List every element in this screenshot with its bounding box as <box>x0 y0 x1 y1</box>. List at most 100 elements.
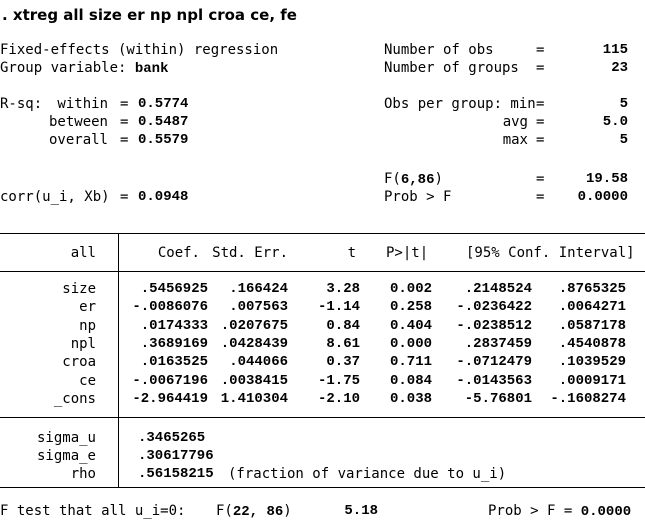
col-se-header: Std. Err. <box>212 245 288 261</box>
f-prefix: F( <box>384 171 401 187</box>
nobs-label: Number of obs <box>384 42 494 58</box>
row-ci-upper: .8765325 <box>558 281 626 297</box>
col-ci-header: [95% Conf. Interval] <box>466 245 635 261</box>
row-t: 0.37 <box>326 354 360 371</box>
row-t: -1.14 <box>317 299 360 316</box>
row-varname: size <box>62 281 96 297</box>
row-se: .007563 <box>229 299 288 316</box>
rsq-overall-label: overall <box>48 132 108 148</box>
corr-label: corr(u_i, Xb) <box>0 189 110 205</box>
row-coef: -.0067196 <box>132 372 208 389</box>
row-se: .166424 <box>229 281 288 297</box>
row-p: 0.084 <box>389 372 432 389</box>
ngroups-label: Number of groups <box>384 60 519 76</box>
obs-max-label: max <box>502 132 528 148</box>
row-ci-lower: -.0238512 <box>456 317 532 334</box>
row-t: -1.75 <box>317 372 360 389</box>
row-t: 0.84 <box>326 317 360 334</box>
sigma-u-label: sigma_u <box>36 430 96 446</box>
ftest-df: 22, 86 <box>232 504 284 520</box>
row-se: 1.410304 <box>220 390 288 407</box>
ftest-label: F test that all u_i=0: <box>0 503 186 519</box>
ngroups-value: 23 <box>611 60 628 76</box>
row-t: 3.28 <box>326 281 360 297</box>
rsq-label: R-sq: <box>0 96 43 112</box>
row-ci-upper: -.1608274 <box>550 390 626 407</box>
row-ci-lower: .2148524 <box>464 281 532 297</box>
row-se: .0428439 <box>220 335 288 352</box>
row-ci-lower: .2837459 <box>464 335 532 352</box>
f-eq: = <box>536 171 545 187</box>
rsq-within-eq: = <box>120 96 129 112</box>
f-label: F(6,86) <box>384 170 443 189</box>
ftest-prob-label: Prob > F = <box>488 503 581 519</box>
rho-label: rho <box>70 466 96 482</box>
obs-avg-eq: = <box>536 114 545 130</box>
row-p: 0.038 <box>389 390 432 407</box>
obs-min-label: Obs per group: min <box>384 96 536 112</box>
rsq-within-label: within <box>57 96 108 112</box>
probf-value: 0.0000 <box>577 189 628 205</box>
row-coef: -2.964419 <box>132 390 208 407</box>
ftest-f-suffix: ) <box>283 503 292 519</box>
obs-max-value: 5 <box>619 132 628 148</box>
row-varname: er <box>79 299 96 316</box>
row-varname: croa <box>62 354 96 371</box>
corr-value: 0.0948 <box>138 189 189 205</box>
probf-eq: = <box>536 189 545 205</box>
row-ci-lower: -5.76801 <box>464 390 532 407</box>
obs-avg-label: avg <box>502 114 528 130</box>
row-ci-upper: .0009171 <box>558 372 626 389</box>
table-mid-rule <box>0 417 645 418</box>
row-coef: .0163525 <box>140 354 208 371</box>
f-value: 19.58 <box>585 171 628 187</box>
row-varname: ce <box>79 372 96 389</box>
col-t-header: t <box>347 245 356 261</box>
row-t: -2.10 <box>317 390 360 407</box>
row-varname: npl <box>70 335 96 352</box>
depvar-header: all <box>70 245 96 261</box>
row-coef: .5456925 <box>140 281 208 297</box>
row-ci-upper: .4540878 <box>558 335 626 352</box>
row-varname: np <box>79 317 96 334</box>
row-t: 8.61 <box>326 335 360 352</box>
row-p: 0.000 <box>389 335 432 352</box>
command-line: . xtreg all size er np npl croa ce, fe <box>2 6 297 24</box>
ftest-f: F(22, 86) <box>216 502 292 521</box>
table-header-rule <box>0 271 645 272</box>
nobs-value: 115 <box>602 42 628 58</box>
ngroups-eq: = <box>536 60 545 76</box>
obs-avg-value: 5.0 <box>602 114 628 130</box>
rsq-between-value: 0.5487 <box>138 114 189 130</box>
row-coef: .3689169 <box>140 335 208 352</box>
row-se: .0207675 <box>220 317 288 334</box>
sigma-e-label: sigma_e <box>36 448 96 464</box>
sigma-u-value: .3465265 <box>138 430 206 446</box>
rsq-overall-eq: = <box>120 132 129 148</box>
row-ci-lower: -.0143563 <box>456 372 532 389</box>
rsq-between-eq: = <box>120 114 129 130</box>
nobs-eq: = <box>536 42 545 58</box>
row-se: .044066 <box>229 354 288 371</box>
model-title: Fixed-effects (within) regression <box>0 42 279 58</box>
probf-label: Prob > F <box>384 189 452 205</box>
row-se: .0038415 <box>220 372 288 389</box>
row-varname: _cons <box>53 390 96 407</box>
row-ci-lower: -.0712479 <box>456 354 532 371</box>
table-bottom-rule <box>0 487 645 488</box>
row-ci-upper: .0064271 <box>558 299 626 316</box>
ftest-prob-value: 0.0000 <box>580 504 632 520</box>
row-p: 0.002 <box>389 281 432 297</box>
f-df: 6,86 <box>400 172 435 188</box>
row-ci-upper: .1039529 <box>558 354 626 371</box>
obs-min-eq: = <box>536 96 545 112</box>
rho-value: .56158215 <box>138 466 214 482</box>
sigma-e-value: .30617796 <box>138 448 214 464</box>
table-divider <box>118 233 119 488</box>
rho-note: (fraction of variance due to u_i) <box>228 466 507 482</box>
rsq-overall-value: 0.5579 <box>138 132 189 148</box>
group-variable-value: bank <box>134 61 169 77</box>
obs-max-eq: = <box>536 132 545 148</box>
row-ci-lower: -.0236422 <box>456 299 532 316</box>
row-p: 0.711 <box>389 354 432 371</box>
